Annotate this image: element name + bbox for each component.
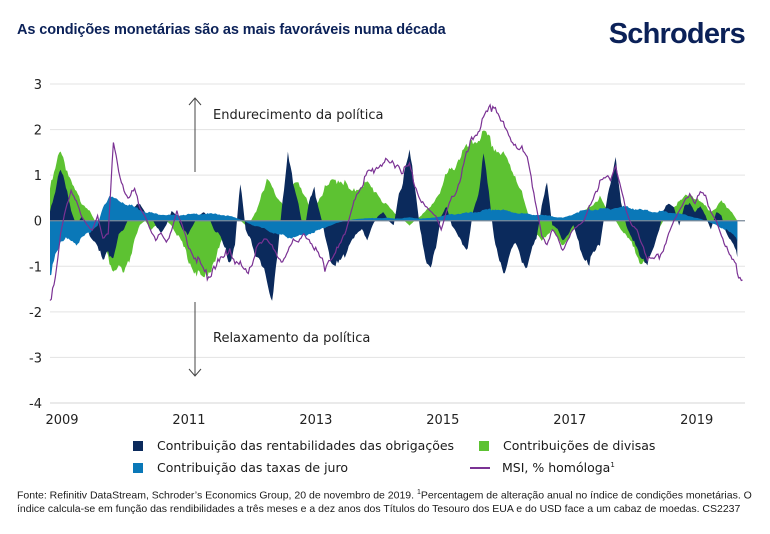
legend-swatch-currency	[479, 440, 489, 451]
legend-label-interest-rates: Contribuição das taxas de juro	[157, 460, 348, 475]
footnote-sup: 1	[416, 489, 421, 496]
y-tick-label: 3	[34, 78, 42, 93]
y-tick-label: 1	[34, 169, 42, 184]
y-tick-label: 2	[34, 124, 42, 139]
legend-swatch-interest-rates	[133, 462, 143, 473]
legend-label-msi-sup: 1	[610, 460, 615, 469]
area-interest-rates	[50, 195, 738, 276]
chart-title: As condições monetárias são as mais favo…	[17, 22, 446, 38]
arrow-down-icon	[188, 302, 202, 377]
legend-item-bond-yields: Contribuição das rentabilidades das obri…	[133, 438, 454, 453]
x-tick-label: 2019	[680, 413, 713, 428]
footnote-note: Percentagem de alteração anual no índice…	[17, 489, 752, 516]
x-tick-label: 2011	[172, 413, 205, 428]
legend-label-bond-yields: Contribuição das rentabilidades das obri…	[157, 438, 455, 453]
y-tick-label: -1	[29, 260, 42, 275]
legend-label-msi: MSI, % homóloga1	[502, 460, 615, 475]
x-tick-label: 2015	[426, 413, 459, 428]
x-tick-label: 2013	[299, 413, 332, 428]
annotation-tightening: Endurecimento da política	[213, 108, 383, 123]
legend-label-msi-text: MSI, % homóloga	[502, 460, 611, 475]
annotation-easing: Relaxamento da política	[213, 331, 370, 346]
y-axis-ticks: 3 2 1 0 -1 -2 -3 -4	[29, 78, 42, 412]
area-currency	[50, 130, 738, 279]
x-tick-label: 2009	[45, 413, 78, 428]
line-series	[49, 103, 743, 301]
footnote: Fonte: Refinitiv DataStream, Schroder’s …	[17, 486, 757, 517]
legend-line-msi	[470, 466, 490, 469]
arrow-up-icon	[188, 97, 202, 172]
chart: 3 2 1 0 -1 -2 -3 -4 2009 2011 2013 2015 2017 2019 En…	[29, 78, 745, 428]
y-tick-label: -4	[29, 397, 42, 412]
y-tick-label: -3	[29, 351, 42, 366]
y-tick-label: -2	[29, 306, 42, 321]
legend-item-currency: Contribuições de divisas	[479, 438, 655, 453]
footnote-source: Fonte: Refinitiv DataStream, Schroder’s …	[17, 489, 417, 502]
y-tick-label: 0	[34, 215, 42, 230]
brand-logo: Schroders	[608, 18, 746, 50]
x-tick-label: 2017	[553, 413, 586, 428]
line-msi	[49, 103, 743, 301]
area-series	[50, 130, 738, 301]
legend-swatch-bond-yields	[133, 440, 143, 451]
x-axis-ticks: 2009 2011 2013 2015 2017 2019	[45, 413, 713, 428]
legend-label-currency: Contribuições de divisas	[503, 438, 656, 453]
legend-item-msi: MSI, % homóloga1	[470, 460, 615, 475]
legend-item-interest-rates: Contribuição das taxas de juro	[133, 460, 348, 475]
area-bond-yields	[50, 149, 738, 301]
annotations: Endurecimento da política Relaxamento da…	[188, 97, 383, 377]
